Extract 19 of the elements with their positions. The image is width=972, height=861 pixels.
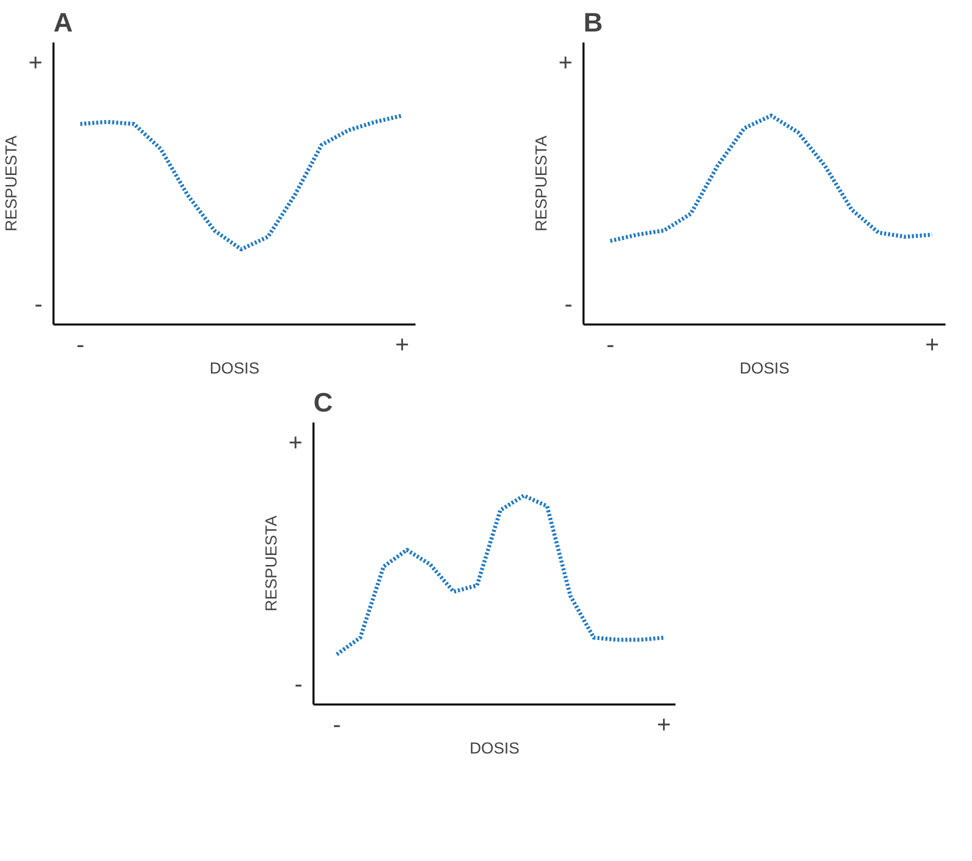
x-axis-title: DOSIS <box>210 360 260 378</box>
y-axis-title: RESPUESTA <box>533 135 550 232</box>
chart-title: C <box>314 388 333 418</box>
x-tick-label: - <box>606 332 614 358</box>
text: - <box>564 291 573 318</box>
text: + <box>558 50 572 77</box>
chart-title: A <box>54 8 73 38</box>
x-tick-label: - <box>76 332 84 358</box>
y-axis-title: RESPUESTA <box>3 135 20 232</box>
text: + <box>288 430 302 457</box>
x-tick-label: + <box>395 332 410 358</box>
text: - <box>34 291 43 318</box>
text: - <box>294 671 303 698</box>
y-axis-title: RESPUESTA <box>263 515 280 612</box>
x-tick-label: + <box>925 332 940 358</box>
x-axis-title: DOSIS <box>740 360 790 378</box>
chart-title: B <box>584 8 603 38</box>
x-axis-title: DOSIS <box>470 740 520 758</box>
text: + <box>28 50 42 77</box>
